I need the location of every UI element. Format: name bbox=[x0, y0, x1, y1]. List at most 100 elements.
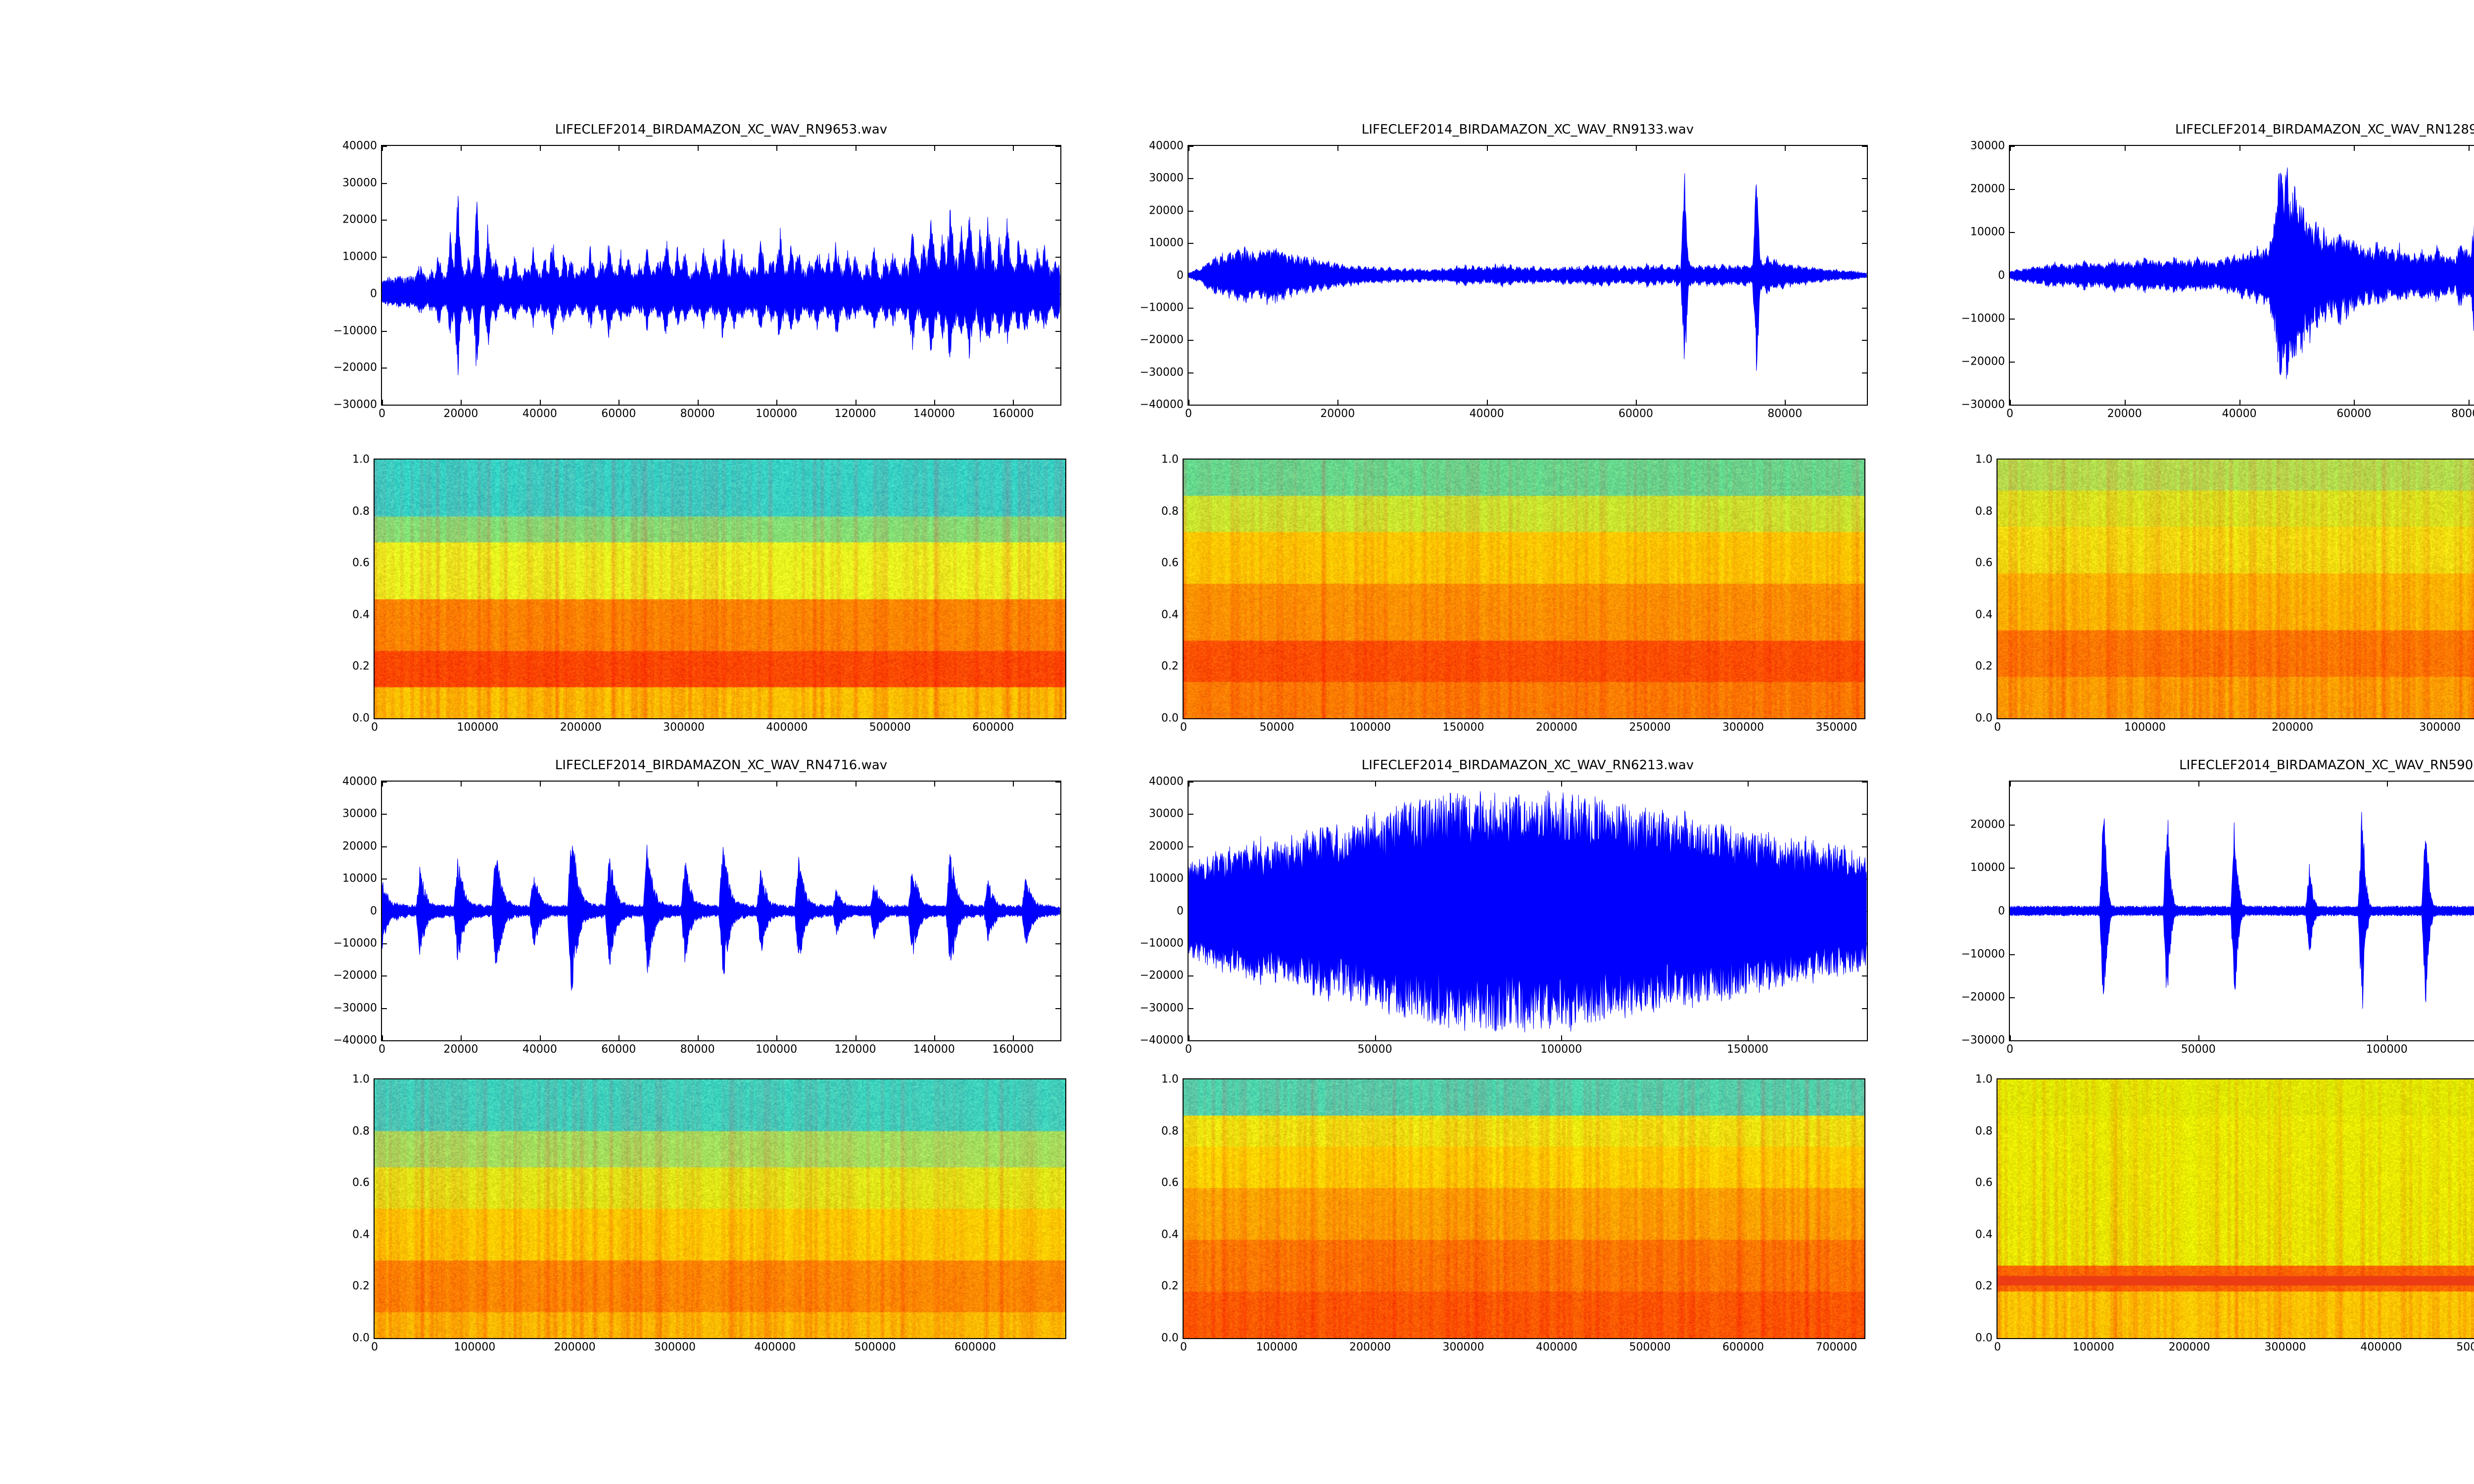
y-tick-right bbox=[1859, 1338, 1864, 1339]
y-tick-right bbox=[1862, 782, 1867, 783]
y-tick bbox=[1189, 340, 1193, 341]
y-tick-label: 0.6 bbox=[1975, 1176, 1993, 1189]
y-tick-right bbox=[1862, 846, 1867, 847]
x-tick-label: 0 bbox=[1994, 721, 2001, 734]
x-tick-label: 100000 bbox=[2072, 1341, 2114, 1353]
x-tick-label: 50000 bbox=[2181, 1043, 2216, 1056]
x-tick-label: 60000 bbox=[601, 408, 636, 420]
y-tick-label: 0.8 bbox=[1975, 1125, 1993, 1138]
y-tick-label: −30000 bbox=[1140, 1002, 1184, 1015]
x-tick bbox=[934, 1035, 935, 1040]
spectrogram-image bbox=[1998, 1079, 2474, 1338]
x-tick-label: 120000 bbox=[834, 1043, 876, 1056]
wave-rn4716-panel: LIFECLEF2014_BIRDAMAZON_XC_WAV_RN4716.wa… bbox=[333, 758, 1061, 1056]
x-tick-top bbox=[539, 782, 541, 787]
y-tick-label: 20000 bbox=[342, 213, 377, 226]
y-tick-label: 0 bbox=[1177, 905, 1184, 917]
y-tick-label: 30000 bbox=[342, 807, 377, 820]
y-tick bbox=[382, 257, 387, 258]
x-tick-label: 500000 bbox=[2456, 1341, 2474, 1353]
y-tick-label: 0 bbox=[1998, 905, 2005, 917]
spec-rn5909-axes: 0100000200000300000400000500000600000700… bbox=[1975, 1073, 2474, 1353]
y-tick-label: 10000 bbox=[1970, 226, 2005, 238]
y-tick bbox=[382, 146, 387, 147]
y-tick-right bbox=[1060, 718, 1065, 719]
x-tick-label: 20000 bbox=[443, 408, 478, 420]
y-tick-label: 0.2 bbox=[1975, 660, 1993, 673]
x-tick-label: 400000 bbox=[1535, 1341, 1577, 1353]
x-tick bbox=[2386, 1035, 2388, 1040]
waveform-trace bbox=[2010, 167, 2474, 379]
x-tick-label: 500000 bbox=[869, 721, 911, 734]
y-tick-label: 20000 bbox=[342, 840, 377, 853]
x-tick bbox=[776, 400, 778, 405]
waveform-trace bbox=[2010, 812, 2474, 1009]
x-tick-label: 0 bbox=[371, 1341, 378, 1353]
spectrogram-image bbox=[1184, 1079, 1864, 1338]
y-tick-label: 40000 bbox=[1149, 139, 1184, 152]
y-tick-label: 0.6 bbox=[352, 1176, 370, 1189]
y-tick-label: 0 bbox=[370, 287, 377, 300]
y-tick bbox=[1189, 146, 1193, 147]
y-tick-label: 20000 bbox=[1970, 818, 2005, 831]
y-tick bbox=[1189, 307, 1193, 309]
x-tick bbox=[461, 1035, 462, 1040]
x-tick-label: 40000 bbox=[2222, 408, 2257, 420]
x-tick bbox=[2354, 400, 2355, 405]
x-tick bbox=[382, 1035, 383, 1040]
y-tick bbox=[1189, 814, 1193, 815]
y-tick-label: −20000 bbox=[333, 361, 377, 374]
x-tick-label: 200000 bbox=[1535, 721, 1577, 734]
x-tick-label: 400000 bbox=[754, 1341, 796, 1353]
y-tick-label: −20000 bbox=[1140, 969, 1184, 982]
x-tick-top bbox=[2354, 146, 2355, 151]
x-tick bbox=[1785, 400, 1786, 405]
x-tick bbox=[697, 1035, 699, 1040]
x-tick-label: 600000 bbox=[954, 1341, 996, 1353]
x-tick-top bbox=[1747, 782, 1749, 787]
x-tick-label: 20000 bbox=[443, 1043, 478, 1056]
x-tick-label: 40000 bbox=[522, 408, 557, 420]
x-tick-label: 0 bbox=[371, 721, 378, 734]
y-tick-label: −30000 bbox=[1961, 398, 2005, 411]
y-tick-label: −10000 bbox=[333, 325, 377, 337]
x-tick-label: 100000 bbox=[1256, 1341, 1298, 1353]
y-tick-label: 0.8 bbox=[1161, 505, 1179, 518]
y-tick-label: 1.0 bbox=[352, 1073, 370, 1086]
spec-rn4716-axes: 0 100000 200000 300000 400000 500000 600000 0.0… bbox=[352, 1073, 1066, 1353]
y-tick bbox=[1189, 178, 1193, 180]
waveform-trace bbox=[382, 844, 1060, 991]
y-tick-label: −20000 bbox=[333, 969, 377, 982]
y-tick-right bbox=[1055, 146, 1060, 147]
y-tick-label: −40000 bbox=[333, 1034, 377, 1047]
y-tick-label: 0.6 bbox=[1975, 556, 1993, 569]
panel-title: LIFECLEF2014_BIRDAMAZON_XC_WAV_RN9133.wa… bbox=[1361, 122, 1694, 137]
y-tick-label: 40000 bbox=[1149, 775, 1184, 788]
y-tick-label: 1.0 bbox=[1975, 453, 1993, 466]
y-tick-right bbox=[1862, 340, 1867, 341]
y-tick bbox=[2010, 868, 2015, 869]
x-tick-top bbox=[2010, 146, 2011, 151]
x-tick-label: 400000 bbox=[766, 721, 808, 734]
x-tick-label: 40000 bbox=[522, 1043, 557, 1056]
y-tick-label: 0.0 bbox=[1161, 712, 1179, 725]
x-tick-label: 300000 bbox=[654, 1341, 696, 1353]
x-tick-label: 0 bbox=[1185, 408, 1192, 420]
y-tick-right bbox=[1862, 178, 1867, 180]
x-tick-top bbox=[461, 782, 462, 787]
y-tick-right bbox=[1055, 975, 1060, 977]
y-tick-label: 0.4 bbox=[352, 608, 370, 621]
y-tick-label: −40000 bbox=[1140, 398, 1184, 411]
spec-rn9653-panel: 0 100000 200000 300000 400000 500000 600000 0.0… bbox=[352, 454, 1066, 734]
x-tick bbox=[2239, 400, 2240, 405]
x-tick-top bbox=[934, 782, 935, 787]
y-tick-label: 0 bbox=[370, 905, 377, 917]
wave-rn4716-axes: 0 20000 40000 60000 80000 100000 120000 140000 1… bbox=[333, 776, 1061, 1056]
x-tick-label: 150000 bbox=[1442, 721, 1484, 734]
y-tick-label: 0.4 bbox=[1975, 1228, 1993, 1241]
x-tick-top bbox=[934, 146, 935, 151]
x-tick-label: 100000 bbox=[1349, 721, 1391, 734]
x-tick-label: 150000 bbox=[1726, 1043, 1768, 1056]
x-tick bbox=[2469, 400, 2470, 405]
x-tick-label: 20000 bbox=[2107, 408, 2142, 420]
